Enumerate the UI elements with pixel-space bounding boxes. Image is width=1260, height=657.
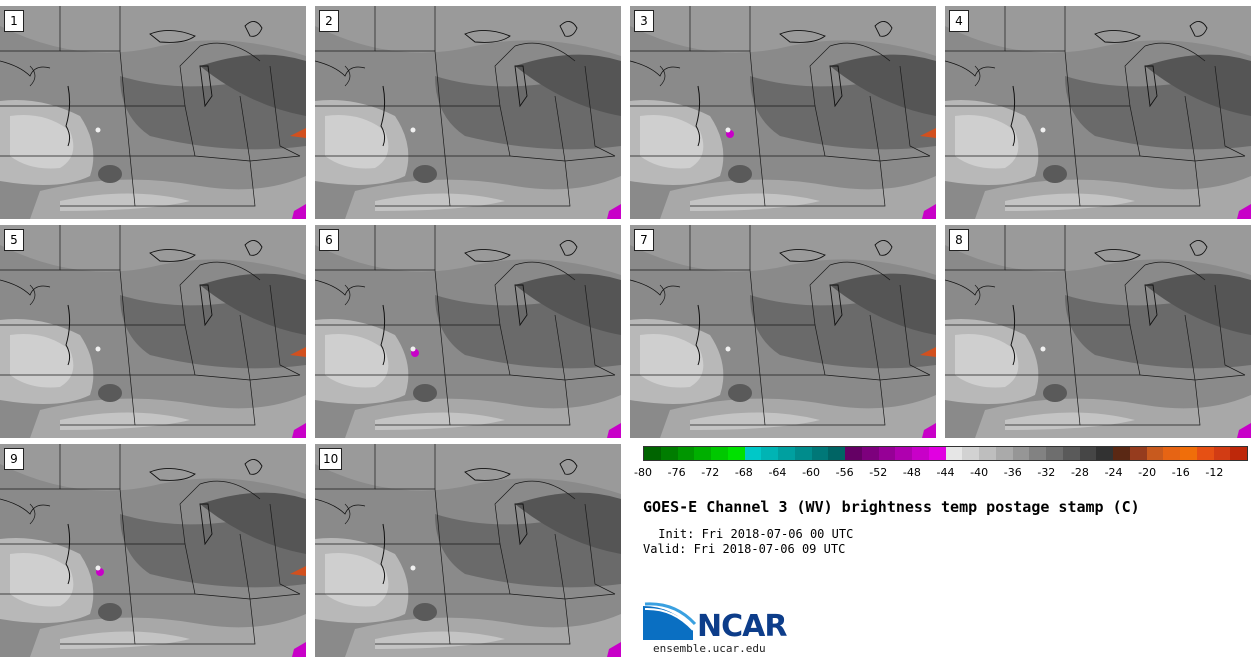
panel-label: 2 <box>319 10 339 32</box>
panel-label: 10 <box>319 448 343 470</box>
satellite-map <box>315 6 621 219</box>
colorbar-tick-label: -64 <box>768 466 787 479</box>
colorbar-swatch <box>794 447 812 460</box>
colorbar-swatch <box>1196 447 1214 460</box>
colorbar-ticks: -80 -76 -72 -68 -64 -60 -56 -52 -48 -44 -40 -36 -32 -… <box>0 466 1260 482</box>
colorbar-swatch <box>828 447 845 460</box>
colorbar-swatch <box>895 447 912 460</box>
panel-label: 5 <box>4 229 24 251</box>
satellite-map <box>315 444 621 657</box>
postage-stamp-panel: 2 <box>315 6 621 219</box>
postage-stamp-panel: 10 <box>315 444 621 657</box>
ncar-logo-text: NCAR <box>697 609 787 644</box>
panel-label: 7 <box>634 229 654 251</box>
colorbar-swatch <box>878 447 896 460</box>
colorbar-swatch <box>711 447 728 460</box>
colorbar-swatch <box>778 447 795 460</box>
colorbar-swatch <box>744 447 762 460</box>
valid-time: Valid: Fri 2018-07-06 09 UTC <box>643 542 846 556</box>
colorbar-swatch <box>761 447 778 460</box>
postage-stamp-panel: 1 <box>0 6 306 219</box>
colorbar-swatch <box>694 447 711 460</box>
colorbar-swatch <box>811 447 829 460</box>
colorbar-swatch <box>912 447 929 460</box>
panel-label: 9 <box>4 448 24 470</box>
postage-stamp-panel: 3 <box>630 6 936 219</box>
colorbar-tick-label: -48 <box>902 466 921 479</box>
colorbar-swatch <box>945 447 963 460</box>
colorbar-tick-label: -16 <box>1171 466 1190 479</box>
satellite-map <box>0 6 306 219</box>
colorbar-swatch <box>1163 447 1180 460</box>
colorbar-swatch <box>845 447 862 460</box>
colorbar-tick-label: -60 <box>802 466 821 479</box>
colorbar-tick-label: -80 <box>634 466 652 479</box>
colorbar-tick-label: -40 <box>970 466 989 479</box>
colorbar-swatch <box>644 447 661 460</box>
colorbar-swatch <box>727 447 745 460</box>
colorbar-tick-label: -72 <box>701 466 720 479</box>
colorbar-swatch <box>1046 447 1063 460</box>
colorbar-tick-label: -12 <box>1205 466 1224 479</box>
colorbar-swatch <box>1096 447 1113 460</box>
satellite-map <box>945 6 1251 219</box>
colorbar-swatch <box>1079 447 1097 460</box>
colorbar-swatch <box>1062 447 1080 460</box>
colorbar-tick-label: -68 <box>734 466 753 479</box>
colorbar-swatch <box>861 447 879 460</box>
colorbar-swatch <box>1012 447 1030 460</box>
postage-stamp-panel: 8 <box>945 225 1251 438</box>
colorbar-tick-label: -36 <box>1003 466 1022 479</box>
ncar-logo-icon <box>643 602 697 640</box>
colorbar-swatch <box>677 447 695 460</box>
site-url: ensemble.ucar.edu <box>653 642 766 655</box>
figure-title: GOES-E Channel 3 (WV) brightness temp po… <box>643 498 1140 516</box>
colorbar-tick-label: -52 <box>869 466 888 479</box>
postage-stamp-panel: 9 <box>0 444 306 657</box>
colorbar-swatch <box>1029 447 1046 460</box>
colorbar-tick-label: -76 <box>667 466 686 479</box>
satellite-map <box>315 225 621 438</box>
colorbar-tick-label: -24 <box>1104 466 1123 479</box>
init-time: Init: Fri 2018-07-06 00 UTC <box>651 527 854 541</box>
satellite-map <box>630 6 936 219</box>
postage-stamp-panel: 4 <box>945 6 1251 219</box>
colorbar-swatch <box>1230 447 1247 460</box>
colorbar-swatch <box>1113 447 1130 460</box>
colorbar-swatch <box>928 447 946 460</box>
colorbar-tick-label: -44 <box>936 466 955 479</box>
colorbar <box>643 446 1248 461</box>
satellite-map <box>0 225 306 438</box>
panel-label: 3 <box>634 10 654 32</box>
postage-stamp-panel: 5 <box>0 225 306 438</box>
satellite-map <box>0 444 306 657</box>
panel-label: 6 <box>319 229 339 251</box>
satellite-map <box>630 225 936 438</box>
postage-stamp-panel: 6 <box>315 225 621 438</box>
panel-label: 4 <box>949 10 969 32</box>
colorbar-swatch <box>660 447 678 460</box>
colorbar-swatch <box>1146 447 1164 460</box>
colorbar-tick-label: -56 <box>835 466 854 479</box>
satellite-map <box>945 225 1251 438</box>
colorbar-swatch <box>995 447 1013 460</box>
colorbar-swatch <box>1129 447 1147 460</box>
colorbar-swatch <box>962 447 979 460</box>
panel-label: 1 <box>4 10 24 32</box>
colorbar-tick-label: -32 <box>1037 466 1056 479</box>
postage-stamp-panel: 7 <box>630 225 936 438</box>
panel-label: 8 <box>949 229 969 251</box>
colorbar-swatch <box>1213 447 1231 460</box>
colorbar-swatch <box>979 447 996 460</box>
colorbar-tick-label: -28 <box>1070 466 1089 479</box>
colorbar-swatch <box>1180 447 1197 460</box>
colorbar-tick-label: -20 <box>1138 466 1157 479</box>
